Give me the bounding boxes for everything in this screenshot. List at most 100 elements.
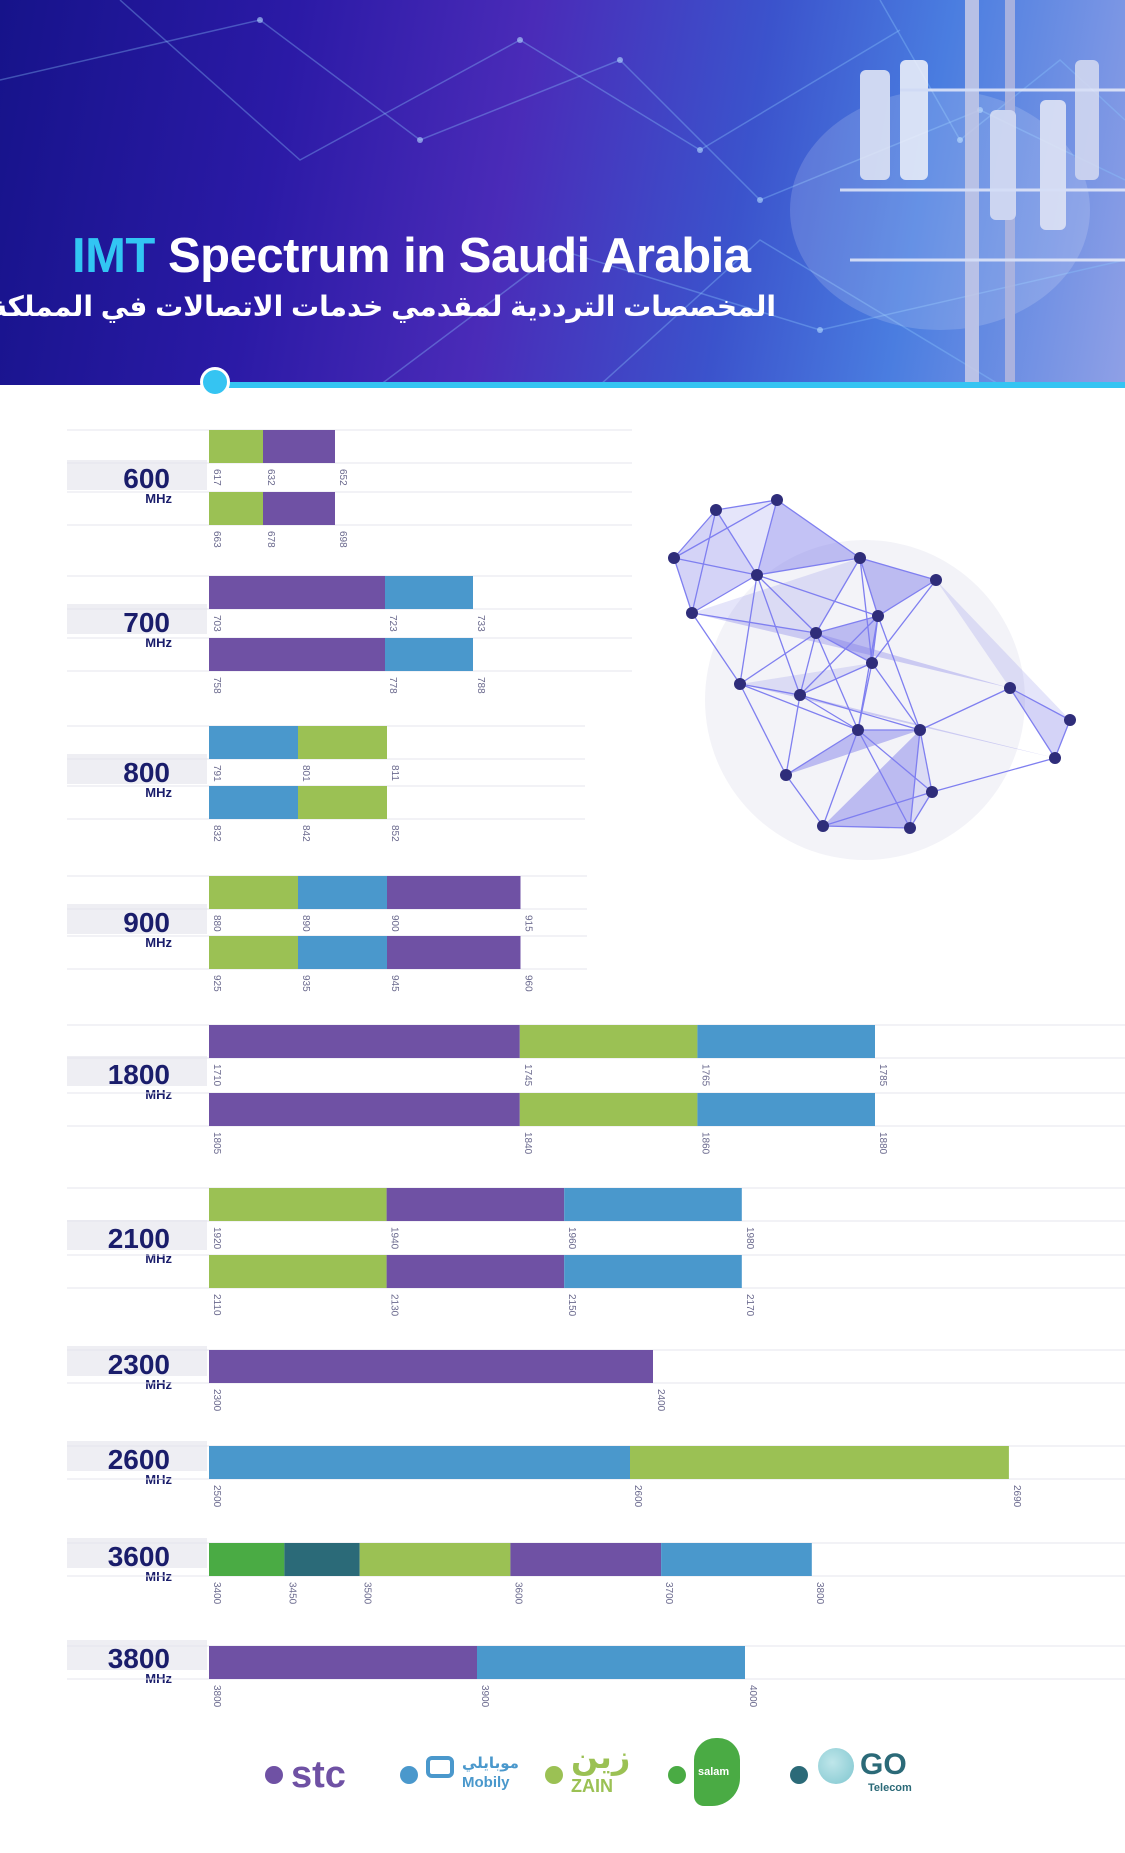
map-node (930, 574, 942, 586)
map-node (734, 678, 746, 690)
map-edge (1009, 687, 1071, 721)
tick-label: 2300 (211, 1389, 222, 1412)
band-label: 2300 (108, 1349, 170, 1380)
map-edge (857, 729, 911, 829)
map-node (866, 657, 878, 669)
map-node (780, 769, 792, 781)
map-node (904, 822, 916, 834)
segment-go (284, 1543, 360, 1576)
band-label-bg (67, 1220, 207, 1250)
tick-label: 832 (211, 825, 222, 842)
segment-zain (519, 1025, 698, 1058)
band-label-bg (67, 1640, 207, 1670)
map-edge (799, 694, 921, 731)
segment-stc (510, 1543, 662, 1576)
map-edge (673, 499, 778, 559)
band-unit: MHz (145, 935, 172, 950)
tick-label: 632 (265, 469, 276, 486)
tick-label: 811 (389, 765, 400, 781)
tick-label: 723 (387, 615, 398, 632)
band-label: 3600 (108, 1541, 170, 1572)
map-node (1049, 752, 1061, 764)
tick-label: 925 (211, 975, 222, 992)
map-edge (785, 694, 801, 776)
segment-zain (298, 726, 387, 759)
band-label: 600 (123, 463, 170, 494)
tick-label: 703 (211, 615, 222, 632)
map-edge (799, 662, 873, 696)
segment-salam (209, 1543, 285, 1576)
map-edge (815, 632, 859, 731)
band-label: 2100 (108, 1223, 170, 1254)
map-edge (756, 574, 801, 696)
tick-label: 1920 (211, 1227, 222, 1250)
tick-label: 3800 (814, 1582, 825, 1605)
map-node (1004, 682, 1016, 694)
map-edge (673, 557, 693, 614)
map-edge (691, 612, 741, 685)
segment-zain (209, 430, 263, 463)
map-nodes (668, 494, 1076, 834)
tick-label: 663 (211, 531, 222, 548)
segment-mobily (564, 1255, 742, 1288)
map-node (710, 504, 722, 516)
map-edge (857, 662, 873, 731)
title-accent: IMT (72, 229, 155, 283)
tick-label: 2500 (211, 1485, 222, 1508)
segment-zain (209, 1188, 387, 1221)
map-edge (909, 729, 921, 829)
map-edge (859, 557, 873, 664)
tick-label: 1960 (566, 1227, 577, 1250)
map-triangle (757, 500, 860, 575)
segment-zain (630, 1446, 1009, 1479)
legend-dot-mobily (400, 1766, 418, 1784)
segment-stc (386, 1255, 565, 1288)
tick-label: 842 (300, 825, 311, 842)
tick-label: 2170 (744, 1294, 755, 1317)
tick-label: 3500 (362, 1582, 373, 1605)
map-edge (756, 557, 861, 576)
map-edge (822, 729, 859, 827)
map-node (1064, 714, 1076, 726)
segment-mobily (697, 1093, 875, 1126)
map-edge (756, 499, 778, 576)
tick-label: 1765 (699, 1064, 710, 1087)
tick-label: 852 (389, 825, 400, 842)
legend-dot-go (790, 1766, 808, 1784)
tick-label: 915 (523, 915, 534, 932)
map-triangle (1010, 688, 1070, 758)
map-edge (673, 557, 758, 576)
map-triangle (692, 613, 1010, 688)
page-subtitle: المخصصات الترددية لمقدمي خدمات الاتصالات… (0, 291, 776, 322)
legend-logo-zain-arabic: زين (571, 1739, 631, 1775)
legend-item-mobily: موبايلي Mobily (400, 1740, 530, 1810)
segment-zain (209, 1255, 387, 1288)
mobily-mark-icon (426, 1756, 454, 1778)
map-edge (1009, 687, 1056, 759)
band-unit: MHz (145, 1377, 172, 1392)
title-rest: Spectrum in Saudi Arabia (168, 229, 751, 283)
map-edge (799, 615, 879, 696)
page-title: IMT Spectrum in Saudi Arabia (72, 228, 751, 284)
map-edge (739, 683, 859, 731)
segment-mobily (477, 1646, 745, 1679)
band-label-bg (67, 1346, 207, 1376)
legend-dot-zain (545, 1766, 563, 1784)
map-edge (739, 632, 817, 685)
segment-mobily (385, 638, 473, 671)
tick-label: 1880 (877, 1132, 888, 1155)
tick-label: 1805 (211, 1132, 222, 1155)
network-lines-decoration (0, 0, 1125, 385)
tick-label: 3800 (211, 1685, 222, 1708)
map-triangle (786, 730, 920, 775)
map-node (794, 689, 806, 701)
map-node (854, 552, 866, 564)
map-edge (756, 574, 879, 617)
segment-zain (298, 786, 387, 819)
tick-label: 1940 (389, 1227, 400, 1250)
header-divider-dot (200, 367, 230, 397)
tick-label: 945 (389, 975, 400, 992)
